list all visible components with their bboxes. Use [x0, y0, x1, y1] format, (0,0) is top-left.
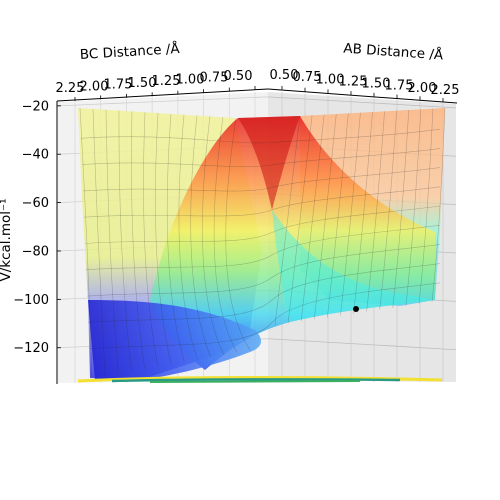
- mesh-line: [85, 224, 441, 271]
- x-tick-label: 1.75: [104, 78, 133, 93]
- x-axis-line: [56, 88, 269, 102]
- mesh-line: [131, 111, 145, 369]
- x-axis-label: BC Distance /Å: [79, 40, 180, 63]
- z-tick-label: −20: [22, 99, 49, 114]
- floor-contour: [77, 376, 443, 383]
- mesh-line: [81, 148, 441, 167]
- x-tick-label: 1.25: [152, 74, 181, 89]
- right-pane-gridline: [267, 338, 457, 351]
- z-axis-ticks: −20 −40 −60 −80 −100 −120: [13, 99, 61, 356]
- mesh-line: [83, 186, 441, 218]
- left-pane-gridline: [57, 96, 269, 107]
- y-tick-label: 2.00: [408, 81, 437, 96]
- z-tick-label: −80: [22, 244, 49, 259]
- marker-point: [353, 306, 359, 313]
- y-axis-line: [267, 88, 458, 104]
- x-tick-label: 2.25: [56, 81, 85, 96]
- mesh-line: [327, 113, 349, 318]
- mesh-line: [379, 110, 397, 310]
- mesh-line: [418, 108, 434, 304]
- y-tick-label: 1.75: [385, 79, 414, 94]
- z-tick-label: −100: [13, 293, 49, 308]
- mesh-line: [225, 117, 251, 351]
- axes-frame: [56, 88, 458, 384]
- mesh-line: [431, 107, 446, 303]
- mesh-line: [166, 113, 185, 362]
- mesh-line: [80, 128, 441, 144]
- mesh-line: [155, 112, 172, 365]
- surface-red-peak: [238, 116, 300, 210]
- z-tick-label: −120: [13, 341, 49, 356]
- surface-mesh-lines: [79, 107, 446, 379]
- mesh-line: [287, 115, 313, 324]
- x-axis-ticks: 2.252.001.751.501.251.000.750.50: [56, 69, 256, 101]
- mesh-line: [366, 111, 385, 312]
- surface-cyan-region: [272, 210, 435, 322]
- mesh-line: [202, 116, 224, 355]
- x-tick-label: 1.00: [176, 72, 205, 87]
- mesh-line: [92, 108, 106, 376]
- mesh-line: [274, 115, 301, 326]
- contour-teal: [111, 378, 401, 383]
- x-tick-label: 0.50: [224, 69, 253, 84]
- surface-barrier-ridge: [150, 116, 435, 370]
- mesh-line: [405, 109, 422, 306]
- y-tick-label: 0.50: [270, 68, 299, 83]
- y-axis-ticks: 0.500.751.001.251.501.752.002.25: [270, 68, 460, 102]
- mesh-line: [313, 113, 337, 320]
- contour-green: [149, 380, 361, 383]
- mesh-line: [392, 109, 410, 308]
- mesh-line: [340, 112, 361, 316]
- mesh-line: [178, 114, 198, 360]
- surface-valley-floor: [88, 300, 262, 380]
- y-tick-label: 1.25: [339, 74, 368, 89]
- x-tick-label: 2.00: [80, 79, 109, 94]
- mesh-line: [353, 111, 373, 314]
- mesh-line: [86, 244, 441, 297]
- y-tick-label: 0.75: [293, 70, 322, 85]
- z-tick-label: −60: [22, 196, 49, 211]
- mesh-line: [118, 110, 132, 372]
- mesh-line: [143, 112, 159, 367]
- mesh-line: [105, 109, 119, 374]
- mesh-line: [88, 282, 441, 349]
- y-tick-label: 2.25: [431, 83, 460, 98]
- energy-surface: [77, 107, 446, 383]
- mesh-line: [82, 167, 441, 192]
- x-tick-label: 1.50: [128, 76, 157, 91]
- z-axis-label: V/kcal.mol⁻¹: [0, 198, 14, 281]
- mesh-line: [190, 115, 211, 358]
- mesh-line: [213, 117, 238, 353]
- mesh-line: [79, 107, 93, 379]
- mesh-line: [300, 114, 325, 322]
- right-pane-gridline: [267, 96, 457, 109]
- y-tick-label: 1.00: [316, 72, 345, 87]
- mesh-line: [84, 205, 441, 244]
- y-axis-label: AB Distance /Å: [343, 40, 445, 64]
- y-tick-label: 1.50: [362, 77, 391, 92]
- x-tick-label: 0.75: [200, 71, 229, 86]
- z-tick-label: −40: [22, 148, 49, 163]
- mesh-line: [87, 263, 441, 323]
